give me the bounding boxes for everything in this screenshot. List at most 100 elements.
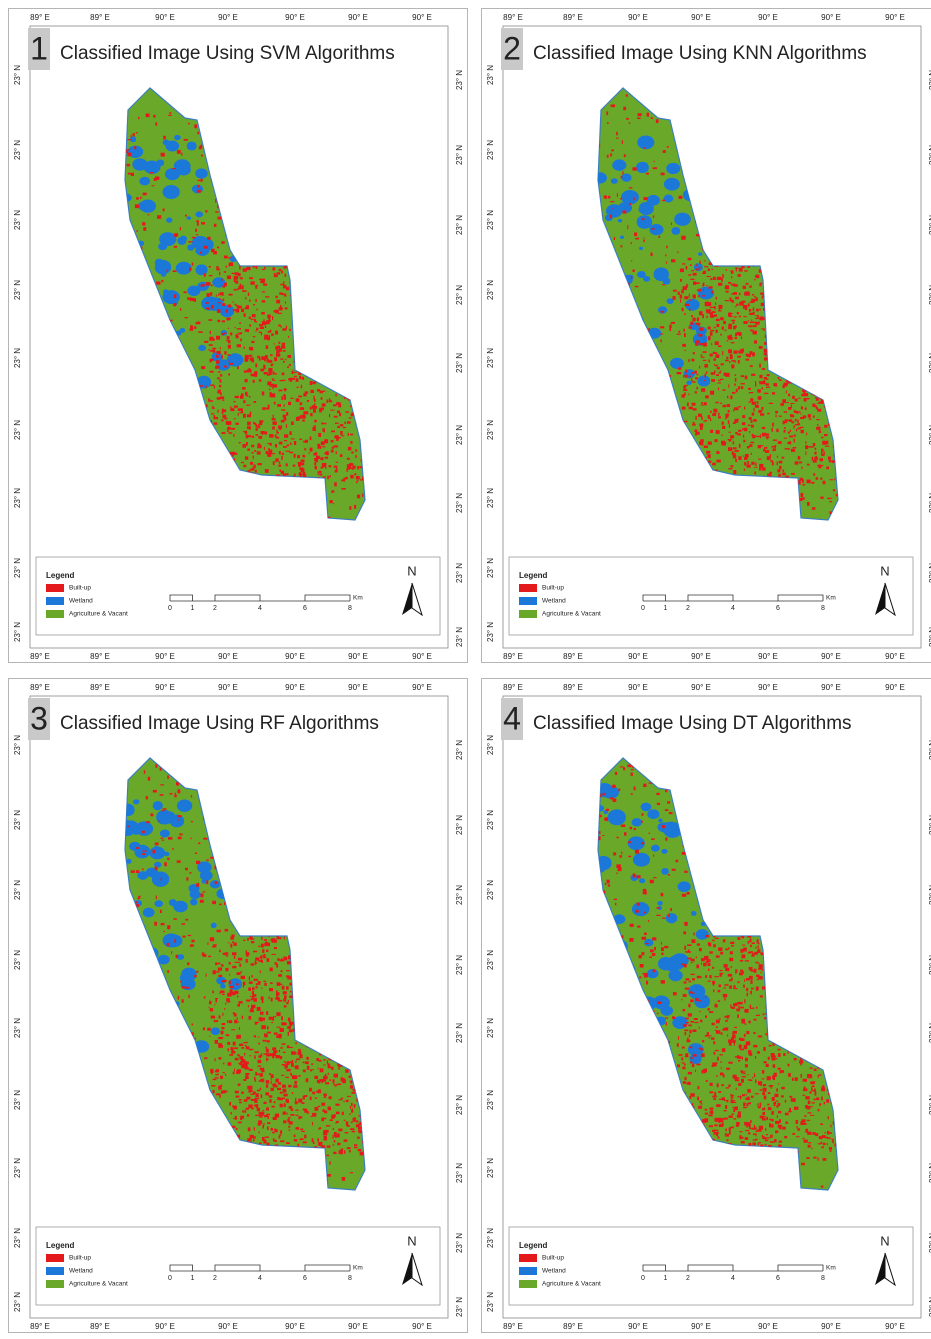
legend-label: Wetland [69, 1268, 93, 1275]
longitude-label: 89° E [503, 1322, 523, 1331]
scale-label: 4 [731, 605, 735, 612]
longitude-label: 90° E [758, 13, 778, 22]
longitude-label: 90° E [155, 652, 175, 661]
longitude-label: 89° E [503, 652, 523, 661]
latitude-label: 23° N [486, 1090, 495, 1110]
legend-box [509, 1227, 913, 1305]
longitude-label: 90° E [285, 683, 305, 692]
longitude-label: 90° E [218, 13, 238, 22]
longitude-label: 90° E [348, 1322, 368, 1331]
legend-swatch [46, 1280, 64, 1288]
latitude-label: 23° N [455, 815, 464, 835]
legend-title: Legend [519, 1241, 548, 1250]
scale-label: 1 [664, 1275, 668, 1282]
scale-label: 1 [664, 605, 668, 612]
scale-label: 0 [641, 1275, 645, 1282]
legend-label: Built-up [542, 585, 564, 592]
legend-swatch [519, 597, 537, 605]
latitude-label: 23° N [13, 65, 22, 85]
latitude-label: 23° N [486, 488, 495, 508]
latitude-label: 23° N [13, 488, 22, 508]
latitude-label: 23° N [13, 735, 22, 755]
legend-swatch [519, 1280, 537, 1288]
latitude-label: 23° N [13, 950, 22, 970]
scale-unit: Km [353, 595, 363, 602]
longitude-label: 90° E [691, 1322, 711, 1331]
latitude-label: 23° N [13, 1228, 22, 1248]
latitude-label: 23° N [455, 353, 464, 373]
scale-unit: Km [353, 1265, 363, 1272]
longitude-label: 90° E [628, 683, 648, 692]
longitude-label: 90° E [218, 683, 238, 692]
panel-title: Classified Image Using DT Algorithms [533, 713, 852, 734]
latitude-label: 23° N [455, 955, 464, 975]
longitude-label: 90° E [885, 652, 905, 661]
scale-label: 0 [168, 1275, 172, 1282]
longitude-label: 89° E [30, 13, 50, 22]
legend-label: Agriculture & Vacant [542, 611, 601, 618]
latitude-label: 23° N [455, 740, 464, 760]
legend-label: Agriculture & Vacant [542, 1281, 601, 1288]
latitude-label: 23° N [486, 65, 495, 85]
longitude-label: 90° E [155, 13, 175, 22]
scale-label: 8 [821, 1275, 825, 1282]
longitude-label: 90° E [885, 1322, 905, 1331]
panel-number: 2 [503, 30, 521, 66]
longitude-label: 90° E [218, 1322, 238, 1331]
scale-label: 0 [168, 605, 172, 612]
latitude-label: 23° N [13, 1158, 22, 1178]
longitude-label: 90° E [691, 13, 711, 22]
legend-swatch [519, 610, 537, 618]
legend-label: Agriculture & Vacant [69, 1281, 128, 1288]
legend-title: Legend [46, 571, 75, 580]
longitude-label: 89° E [563, 13, 583, 22]
panel-title: Classified Image Using RF Algorithms [60, 713, 379, 734]
longitude-label: 90° E [412, 652, 432, 661]
latitude-label: 23° N [455, 145, 464, 165]
longitude-label: 90° E [821, 13, 841, 22]
legend-swatch [46, 610, 64, 618]
longitude-label: 89° E [90, 1322, 110, 1331]
legend-title: Legend [519, 571, 548, 580]
longitude-label: 90° E [758, 1322, 778, 1331]
latitude-label: 23° N [13, 348, 22, 368]
latitude-label: 23° N [486, 280, 495, 300]
longitude-label: 89° E [563, 652, 583, 661]
latitude-label: 23° N [486, 420, 495, 440]
latitude-label: 23° N [486, 735, 495, 755]
latitude-label: 23° N [455, 885, 464, 905]
latitude-label: 23° N [455, 493, 464, 513]
longitude-label: 90° E [691, 683, 711, 692]
longitude-label: 90° E [885, 683, 905, 692]
longitude-label: 89° E [90, 652, 110, 661]
scale-label: 0 [641, 605, 645, 612]
latitude-label: 23° N [13, 280, 22, 300]
latitude-label: 23° N [455, 215, 464, 235]
longitude-label: 90° E [821, 1322, 841, 1331]
legend-swatch [46, 1267, 64, 1275]
latitude-label: 23° N [455, 425, 464, 445]
scale-label: 4 [258, 605, 262, 612]
latitude-label: 23° N [455, 1095, 464, 1115]
longitude-label: 89° E [30, 683, 50, 692]
longitude-label: 90° E [628, 13, 648, 22]
panel-title: Classified Image Using KNN Algorithms [533, 43, 867, 64]
longitude-label: 90° E [348, 652, 368, 661]
panel-number: 4 [503, 700, 521, 736]
longitude-label: 90° E [628, 652, 648, 661]
scale-label: 6 [303, 605, 307, 612]
latitude-label: 23° N [486, 1158, 495, 1178]
scale-label: 2 [213, 605, 217, 612]
scale-label: 2 [213, 1275, 217, 1282]
latitude-label: 23° N [455, 563, 464, 583]
latitude-label: 23° N [13, 622, 22, 642]
longitude-label: 90° E [218, 652, 238, 661]
north-label: N [880, 563, 889, 578]
scale-label: 2 [686, 1275, 690, 1282]
longitude-label: 90° E [691, 652, 711, 661]
scale-label: 8 [348, 605, 352, 612]
longitude-label: 90° E [285, 652, 305, 661]
latitude-label: 23° N [486, 880, 495, 900]
